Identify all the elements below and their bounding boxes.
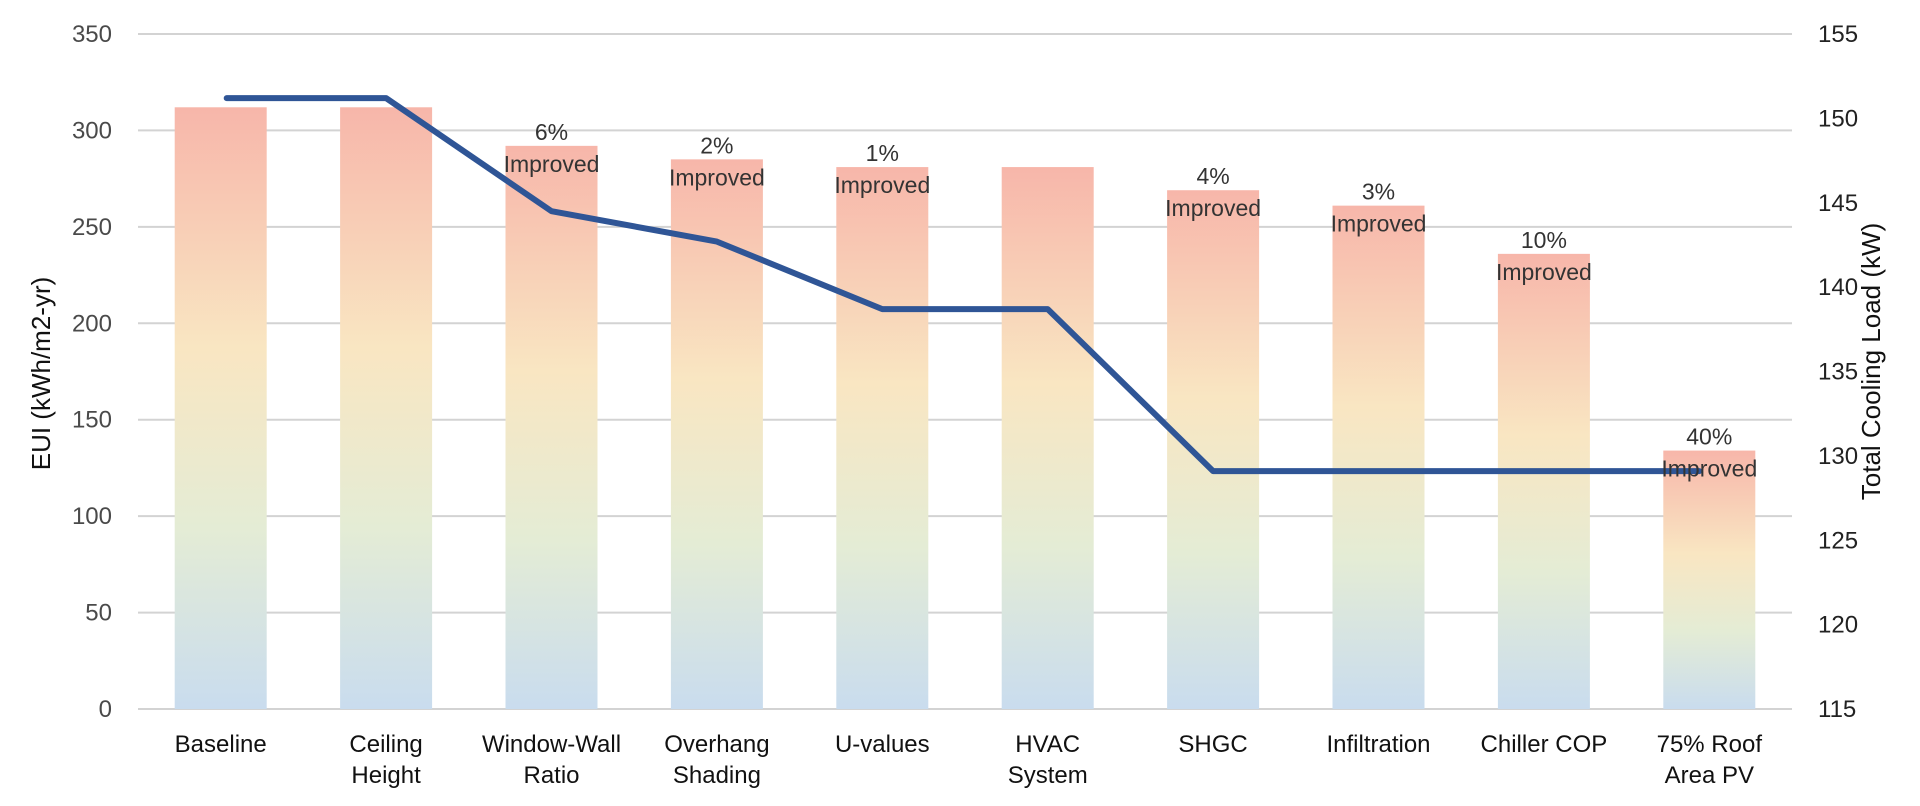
category-label-line: Shading xyxy=(673,762,761,789)
right-tick-label: 135 xyxy=(1818,359,1858,386)
cooling-load-series xyxy=(223,95,1703,475)
improvement-annotation: 10% Improved xyxy=(1496,227,1592,285)
left-tick-label: 250 xyxy=(72,214,112,241)
annotation-line: 2% xyxy=(700,132,733,158)
category-label: Window-Wall Ratio xyxy=(482,731,621,789)
annotation-line: Improved xyxy=(669,164,765,190)
category-label-line: Chiller COP xyxy=(1481,731,1608,758)
category-label: Ceiling Height xyxy=(349,731,422,789)
category-label-line: Ratio xyxy=(523,762,579,789)
improvement-annotation: 6% Improved xyxy=(504,119,600,177)
annotation-line: Improved xyxy=(1331,211,1427,237)
left-tick-label: 300 xyxy=(72,117,112,144)
improvement-annotation: 3% Improved xyxy=(1331,179,1427,237)
bars xyxy=(174,107,1756,710)
annotation-line: Improved xyxy=(1661,456,1757,482)
left-tick-label: 0 xyxy=(99,696,112,723)
annotation-line: 1% xyxy=(866,140,899,166)
category-label-line: Baseline xyxy=(175,731,267,758)
annotation-line: 10% xyxy=(1521,227,1567,253)
category-label-line: Overhang xyxy=(664,731,769,758)
left-tick-label: 100 xyxy=(72,503,112,530)
left-tick-label: 50 xyxy=(85,600,112,627)
eui-bar xyxy=(1497,253,1590,709)
annotation-line: Improved xyxy=(1165,195,1261,221)
category-label: Overhang Shading xyxy=(664,731,769,789)
category-label: Infiltration xyxy=(1326,731,1430,758)
right-tick-label: 145 xyxy=(1818,190,1858,217)
category-label-line: SHGC xyxy=(1178,731,1247,758)
eui-bar xyxy=(1167,190,1260,709)
eui-bar xyxy=(340,107,433,710)
right-tick-label: 140 xyxy=(1818,274,1858,301)
right-tick-label: 125 xyxy=(1818,527,1858,554)
right-axis-title: Total Cooling Load (kW) xyxy=(1856,223,1886,500)
annotation-line: 4% xyxy=(1196,163,1229,189)
left-axis: 0 50 100 150 200 250 300 350 xyxy=(72,21,112,723)
category-label: Chiller COP xyxy=(1481,731,1608,758)
category-label: Baseline xyxy=(175,731,267,758)
eui-bar xyxy=(836,167,929,710)
category-label-line: Area PV xyxy=(1665,762,1754,789)
category-label-line: 75% Roof xyxy=(1657,731,1763,758)
eui-bar xyxy=(1001,167,1094,710)
left-tick-label: 200 xyxy=(72,310,112,337)
right-axis: 115 120 125 130 135 140 145 150 155 xyxy=(1818,21,1858,723)
category-label: U-values xyxy=(835,731,930,758)
category-label-line: Ceiling xyxy=(349,731,422,758)
annotation-line: 40% xyxy=(1686,424,1732,450)
right-tick-label: 115 xyxy=(1818,696,1856,723)
category-label-line: System xyxy=(1008,762,1088,789)
improvement-annotation: 2% Improved xyxy=(669,132,765,190)
category-label-line: Window-Wall xyxy=(482,731,621,758)
category-label-line: Height xyxy=(351,762,421,789)
improvement-annotation: 4% Improved xyxy=(1165,163,1261,221)
left-tick-label: 350 xyxy=(72,21,112,48)
left-axis-title: EUI (kWh/m2-yr) xyxy=(26,277,56,471)
eui-bar xyxy=(174,107,267,710)
eui-bar xyxy=(1332,205,1425,709)
eui-bar xyxy=(1663,450,1756,709)
category-label-line: HVAC xyxy=(1015,731,1080,758)
improvement-annotations: 6% Improved 2% Improved 1% Improved 4% Improved… xyxy=(504,119,1758,482)
annotation-line: Improved xyxy=(1496,259,1592,285)
category-label-line: Infiltration xyxy=(1326,731,1430,758)
category-labels: Baseline Ceiling Height Window-Wall Ratio Ove… xyxy=(175,731,1763,789)
category-label: HVAC System xyxy=(1008,731,1088,789)
annotation-line: 6% xyxy=(535,119,568,145)
improvement-annotation: 40% Improved xyxy=(1661,424,1757,482)
right-tick-label: 155 xyxy=(1818,21,1858,48)
cooling-load-line xyxy=(223,95,1703,475)
category-label: 75% Roof Area PV xyxy=(1657,731,1763,789)
right-tick-label: 130 xyxy=(1818,443,1858,470)
annotation-line: 3% xyxy=(1362,179,1395,205)
category-label-line: U-values xyxy=(835,731,930,758)
left-tick-label: 150 xyxy=(72,407,112,434)
eui-bar xyxy=(505,145,598,709)
annotation-line: Improved xyxy=(504,151,600,177)
category-label: SHGC xyxy=(1178,731,1247,758)
improvement-annotation: 1% Improved xyxy=(834,140,930,198)
annotation-line: Improved xyxy=(834,172,930,198)
right-tick-label: 150 xyxy=(1818,105,1858,132)
right-tick-label: 120 xyxy=(1818,612,1858,639)
